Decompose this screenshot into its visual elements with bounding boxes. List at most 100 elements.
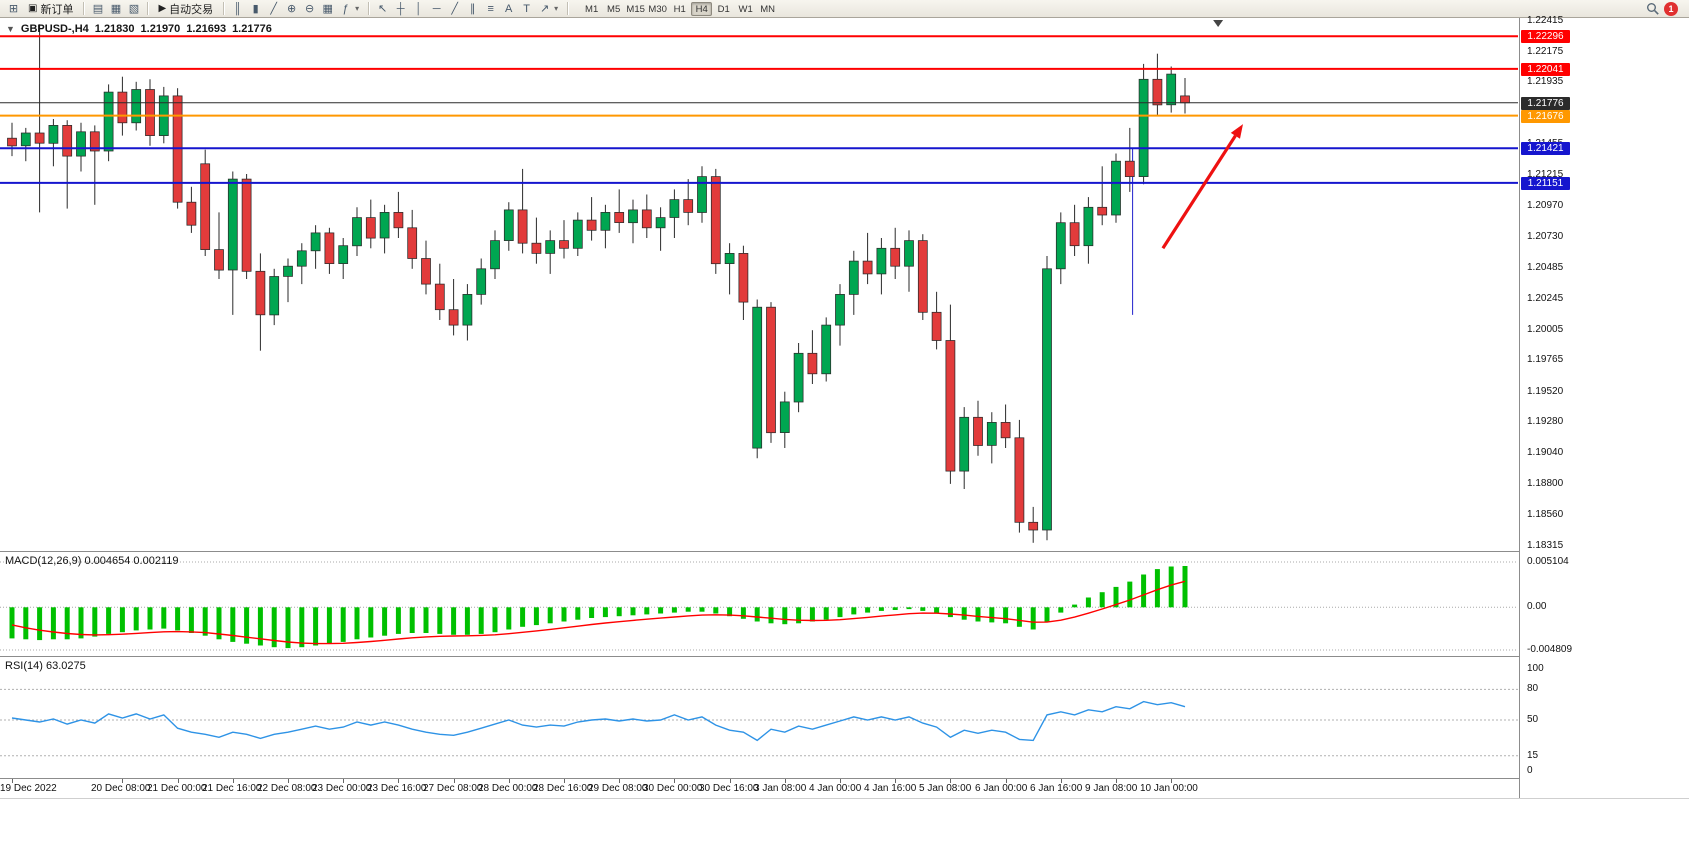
price-tick: 1.22175 xyxy=(1527,45,1564,57)
new-chart-icon[interactable]: ⊞ xyxy=(8,3,19,15)
time-axis-label: 28 Dec 16:00 xyxy=(533,783,593,794)
tile-windows-icon[interactable]: ▦ xyxy=(322,3,333,15)
time-axis-label: 30 Dec 16:00 xyxy=(699,783,759,794)
objects-dropdown-icon[interactable]: ▾ xyxy=(554,4,559,13)
time-axis-label: 28 Dec 00:00 xyxy=(478,783,538,794)
time-tick xyxy=(619,779,620,783)
time-tick xyxy=(564,779,565,783)
toolbar-separator xyxy=(83,2,85,15)
zoom-in-icon[interactable]: ⊕ xyxy=(287,3,297,15)
horizontal-line-icon[interactable]: ─ xyxy=(432,3,441,15)
time-axis-label: 6 Jan 16:00 xyxy=(1030,783,1083,794)
rsi-axis-label: 50 xyxy=(1527,714,1539,725)
autotrading-icon: ▶ xyxy=(158,2,167,14)
text-icon[interactable]: A xyxy=(504,3,513,15)
price-tick: 1.18800 xyxy=(1527,477,1564,489)
pane-separator[interactable] xyxy=(0,551,1689,552)
profiles-icon[interactable]: ▤ xyxy=(92,3,104,15)
one-click-trading-icon[interactable]: ▼ xyxy=(6,24,15,34)
pane-separator xyxy=(0,778,1689,779)
chart-symbol-period: GBPUSD-,H4 xyxy=(20,23,89,35)
chart-info-line: ▼ GBPUSD-,H4 1.21830 1.21970 1.21693 1.2… xyxy=(6,23,272,35)
time-axis-label: 6 Jan 00:00 xyxy=(975,783,1028,794)
indicators-icon[interactable]: ƒ xyxy=(342,3,349,15)
crosshair-icon[interactable]: ┼ xyxy=(396,3,405,15)
cursor-icon[interactable]: ↖ xyxy=(378,3,388,15)
tab-timeframe-m5[interactable]: M5 xyxy=(607,3,621,15)
price-line-label: 1.22041 xyxy=(1521,62,1570,76)
price-tick: 1.20005 xyxy=(1527,323,1564,335)
price-tick: 1.22415 xyxy=(1527,15,1564,26)
time-axis-label: 9 Jan 08:00 xyxy=(1085,783,1138,794)
navigator-icon[interactable]: ▧ xyxy=(128,3,140,15)
time-axis-label: 29 Dec 08:00 xyxy=(588,783,648,794)
indicators-dropdown-icon[interactable]: ▾ xyxy=(355,4,360,13)
time-tick xyxy=(288,779,289,783)
time-axis-label: 22 Dec 08:00 xyxy=(257,783,317,794)
fibonacci-icon[interactable]: ≡ xyxy=(487,3,494,15)
macd-indicator-pane[interactable] xyxy=(0,552,1518,656)
arrow-object-icon[interactable]: ↗ xyxy=(540,3,550,15)
price-line-label: 1.21776 xyxy=(1521,96,1570,110)
time-axis-label: 21 Dec 16:00 xyxy=(202,783,262,794)
tab-timeframe-mn[interactable]: MN xyxy=(760,3,776,15)
rsi-indicator-pane[interactable] xyxy=(0,657,1518,778)
rsi-axis-label: 100 xyxy=(1527,663,1544,674)
time-tick xyxy=(509,779,510,783)
vertical-line-icon[interactable]: │ xyxy=(415,3,423,15)
time-axis-label: 5 Jan 08:00 xyxy=(919,783,972,794)
time-axis-label: 23 Dec 16:00 xyxy=(367,783,427,794)
time-tick xyxy=(785,779,786,783)
price-tick: 1.21935 xyxy=(1527,76,1564,88)
toolbar-separator xyxy=(223,2,225,15)
time-tick xyxy=(1171,779,1172,783)
text-label-icon[interactable]: T xyxy=(523,3,531,15)
line-chart-icon[interactable]: ╱ xyxy=(270,3,277,15)
new-order-icon: ▣ xyxy=(28,2,38,14)
tab-timeframe-h1[interactable]: H1 xyxy=(673,3,686,15)
price-line-label: 1.21421 xyxy=(1521,142,1570,156)
time-axis[interactable]: 19 Dec 2022 20 Dec 08:00 21 Dec 00:00 21 De… xyxy=(0,779,1518,798)
new-order-button[interactable]: ▣ 新订单 xyxy=(23,1,78,17)
time-tick xyxy=(178,779,179,783)
channel-icon[interactable]: ∥ xyxy=(469,3,476,15)
toolbar-separator xyxy=(147,2,149,15)
time-tick xyxy=(233,779,234,783)
price-tick: 1.21215 xyxy=(1527,168,1564,180)
ohlc-low: 1.21693 xyxy=(186,23,227,35)
time-tick xyxy=(12,779,13,783)
zoom-out-icon[interactable]: ⊖ xyxy=(305,3,315,15)
autotrading-button[interactable]: ▶ 自动交易 xyxy=(153,1,218,17)
search-icon[interactable] xyxy=(1644,1,1661,16)
tab-timeframe-d1[interactable]: D1 xyxy=(717,3,730,15)
ohlc-high: 1.21970 xyxy=(140,23,181,35)
price-tick: 1.19520 xyxy=(1527,385,1564,397)
time-tick xyxy=(730,779,731,783)
pane-separator[interactable] xyxy=(0,656,1689,657)
price-chart-pane[interactable] xyxy=(0,18,1518,551)
time-axis-label: 20 Dec 08:00 xyxy=(91,783,151,794)
tab-timeframe-h4[interactable]: H4 xyxy=(691,1,713,16)
time-axis-label: 23 Dec 00:00 xyxy=(312,783,372,794)
timeframe-toolbar: M1 M5 M15 M30 H1 H4 D1 W1 MN xyxy=(581,1,778,16)
time-tick xyxy=(950,779,951,783)
trendline-icon[interactable]: ╱ xyxy=(451,3,458,15)
chart-window: 19 Dec 2022 20 Dec 08:00 21 Dec 00:00 21 De… xyxy=(0,15,1689,799)
tab-timeframe-m1[interactable]: M1 xyxy=(585,3,599,15)
price-axis[interactable]: 1.224151.221751.219351.214551.212151.209… xyxy=(1519,15,1689,798)
main-toolbar: ⊞ ▣ 新订单 ▤ ▦ ▧ ▶ 自动交易 ║ ▮ ╱ ⊕ ⊖ ▦ ƒ ▾ ↖ ┼… xyxy=(0,0,1689,18)
new-order-label: 新订单 xyxy=(40,3,74,16)
tab-timeframe-m30[interactable]: M30 xyxy=(648,3,667,15)
market-watch-icon[interactable]: ▦ xyxy=(110,3,122,15)
tab-timeframe-w1[interactable]: W1 xyxy=(738,3,753,15)
time-tick xyxy=(398,779,399,783)
notification-badge[interactable]: 1 xyxy=(1664,1,1678,16)
autotrading-label: 自动交易 xyxy=(169,3,214,16)
time-axis-label: 4 Jan 00:00 xyxy=(809,783,862,794)
price-tick: 1.18315 xyxy=(1527,540,1564,551)
tab-timeframe-m15[interactable]: M15 xyxy=(626,3,645,15)
candlestick-chart-icon[interactable]: ▮ xyxy=(252,3,259,15)
rsi-axis-label: 15 xyxy=(1527,749,1539,761)
bar-chart-icon[interactable]: ║ xyxy=(233,3,242,15)
time-axis-label: 3 Jan 08:00 xyxy=(754,783,807,794)
